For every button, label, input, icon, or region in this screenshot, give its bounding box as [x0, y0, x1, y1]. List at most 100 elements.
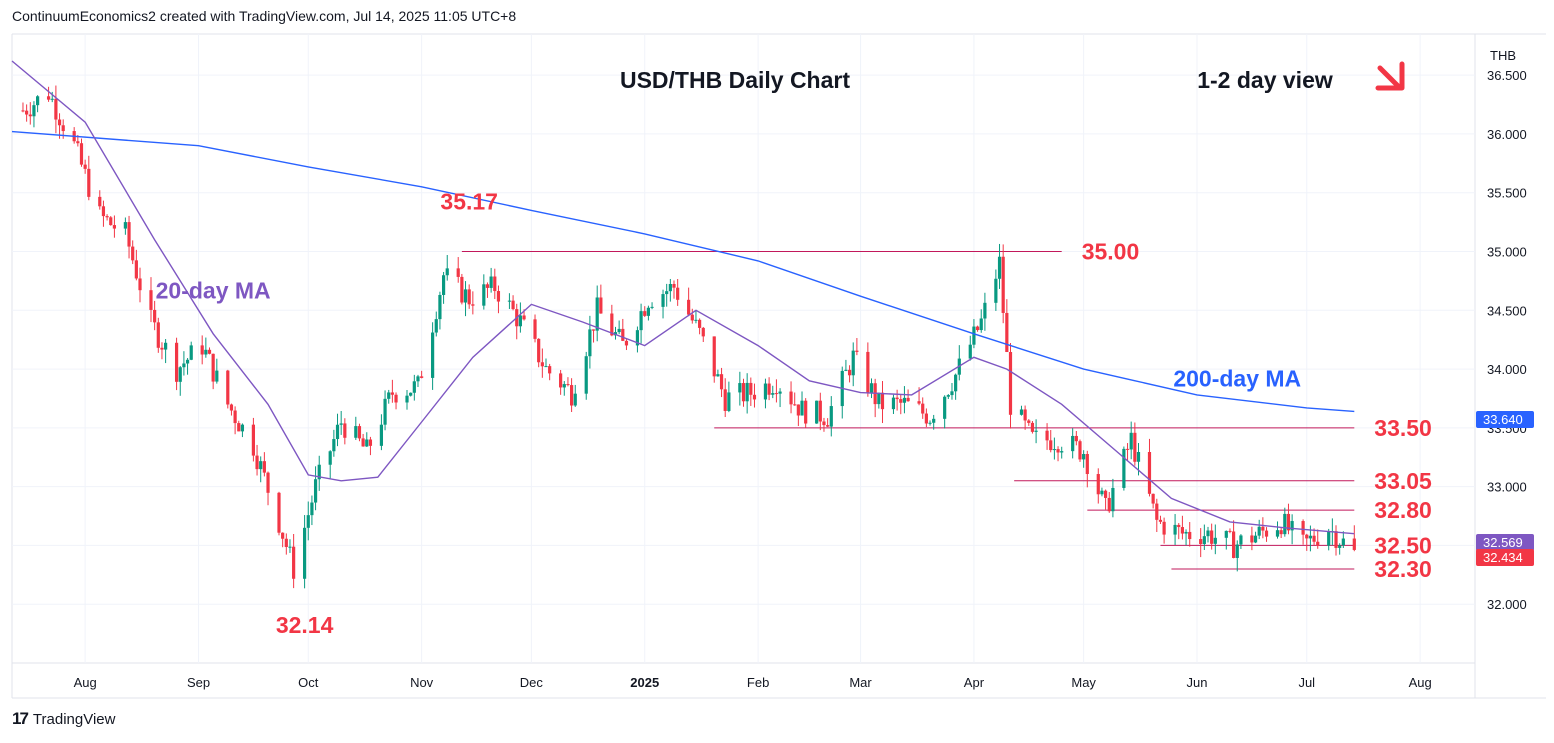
- candlestick-series: [21, 85, 1356, 589]
- level-label: 32.30: [1374, 556, 1432, 582]
- candle-body: [1056, 449, 1060, 453]
- candle-body: [595, 297, 599, 331]
- candle-body: [588, 329, 592, 357]
- candle-body: [178, 367, 182, 382]
- candle-body: [599, 297, 603, 314]
- candle-body: [917, 401, 921, 404]
- candle-body: [28, 114, 32, 117]
- candle-body: [1213, 537, 1217, 544]
- candle-body: [690, 314, 694, 321]
- candle-body: [771, 393, 775, 395]
- candle-body: [1177, 524, 1181, 528]
- candle-body: [738, 383, 742, 393]
- candle-body: [646, 307, 651, 316]
- candle-body: [1060, 451, 1064, 453]
- candle-body: [562, 384, 566, 388]
- tradingview-logo[interactable]: 17 TradingView: [12, 709, 115, 729]
- candle-body: [1034, 430, 1038, 432]
- candle-body: [343, 423, 347, 438]
- candle-body: [233, 410, 237, 424]
- candle-body: [1023, 409, 1027, 421]
- candle-body: [489, 276, 493, 288]
- candle-body: [943, 396, 947, 419]
- candle-body: [866, 351, 870, 393]
- candle-body: [676, 287, 680, 300]
- candle-body: [752, 394, 757, 400]
- candle-body: [793, 404, 797, 406]
- candle-body: [994, 278, 998, 303]
- candle-body: [456, 268, 460, 277]
- candle-body: [204, 349, 208, 355]
- candle-body: [105, 216, 109, 218]
- candle-body: [983, 302, 987, 319]
- candle-body: [390, 392, 394, 395]
- candle-body: [1129, 432, 1133, 450]
- candle-body: [818, 400, 822, 422]
- annotation-label: 200-day MA: [1173, 366, 1301, 392]
- time-tick-label: Sep: [187, 675, 210, 690]
- candle-body: [1224, 530, 1228, 538]
- candle-body: [899, 399, 903, 403]
- candle-body: [1147, 452, 1152, 494]
- candle-body: [1210, 530, 1214, 544]
- candle-body: [1005, 312, 1009, 352]
- candle-body: [1206, 530, 1210, 537]
- candle-body: [277, 492, 281, 533]
- candle-body: [924, 413, 928, 424]
- candle-body: [1173, 524, 1177, 535]
- candle-body: [303, 527, 307, 579]
- candle-body: [1275, 530, 1280, 537]
- candle-body: [431, 332, 435, 378]
- candle-body: [416, 376, 420, 382]
- price-tick-label: 36.000: [1487, 127, 1527, 142]
- candle-body: [237, 423, 241, 432]
- candle-body: [441, 275, 446, 295]
- candle-body: [101, 206, 106, 217]
- candle-body: [804, 400, 808, 424]
- candle-body: [460, 276, 464, 303]
- candle-body: [368, 439, 373, 446]
- candle-body: [617, 328, 621, 333]
- chart-annotations: USD/THB Daily Chart 1-2 day view 35.17 32.1…: [156, 61, 1405, 638]
- candle-body: [1125, 448, 1130, 450]
- last-price-value: 32.569: [1483, 535, 1523, 550]
- candle-body: [1151, 493, 1155, 504]
- candle-body: [712, 336, 716, 377]
- candle-body: [1082, 454, 1086, 460]
- candle-body: [394, 394, 398, 403]
- candle-body: [719, 374, 724, 390]
- candle-body: [1074, 435, 1078, 442]
- candle-body: [405, 395, 409, 403]
- annotation-label: 20-day MA: [156, 278, 271, 304]
- candle-body: [493, 276, 497, 292]
- level-label: 35.00: [1082, 239, 1140, 265]
- candle-body: [496, 291, 501, 302]
- ma20-line: [11, 60, 1355, 535]
- candle-body: [979, 318, 983, 331]
- candle-body: [482, 284, 486, 306]
- tradingview-logo-icon: 17: [12, 709, 29, 728]
- candle-body: [921, 403, 925, 414]
- candle-body: [189, 345, 193, 360]
- candle-body: [1107, 497, 1111, 512]
- candle-body: [1264, 530, 1269, 537]
- candle-body: [668, 284, 672, 292]
- candle-body: [1283, 513, 1287, 535]
- price-tick-label: 35.000: [1487, 245, 1527, 260]
- candle-body: [569, 385, 574, 406]
- ma200-line: [11, 130, 1355, 413]
- candle-body: [1250, 535, 1254, 543]
- annotation-label: 35.17: [440, 189, 498, 215]
- candle-body: [288, 546, 292, 548]
- candle-body: [540, 362, 544, 367]
- candle-body: [511, 300, 515, 310]
- candle-body: [1019, 409, 1024, 415]
- candle-body: [869, 383, 874, 393]
- candle-body: [138, 278, 142, 291]
- candle-body: [928, 422, 932, 424]
- candle-body: [1162, 521, 1166, 535]
- candle-body: [829, 406, 833, 427]
- candle-body: [650, 306, 654, 308]
- candle-body: [310, 502, 314, 516]
